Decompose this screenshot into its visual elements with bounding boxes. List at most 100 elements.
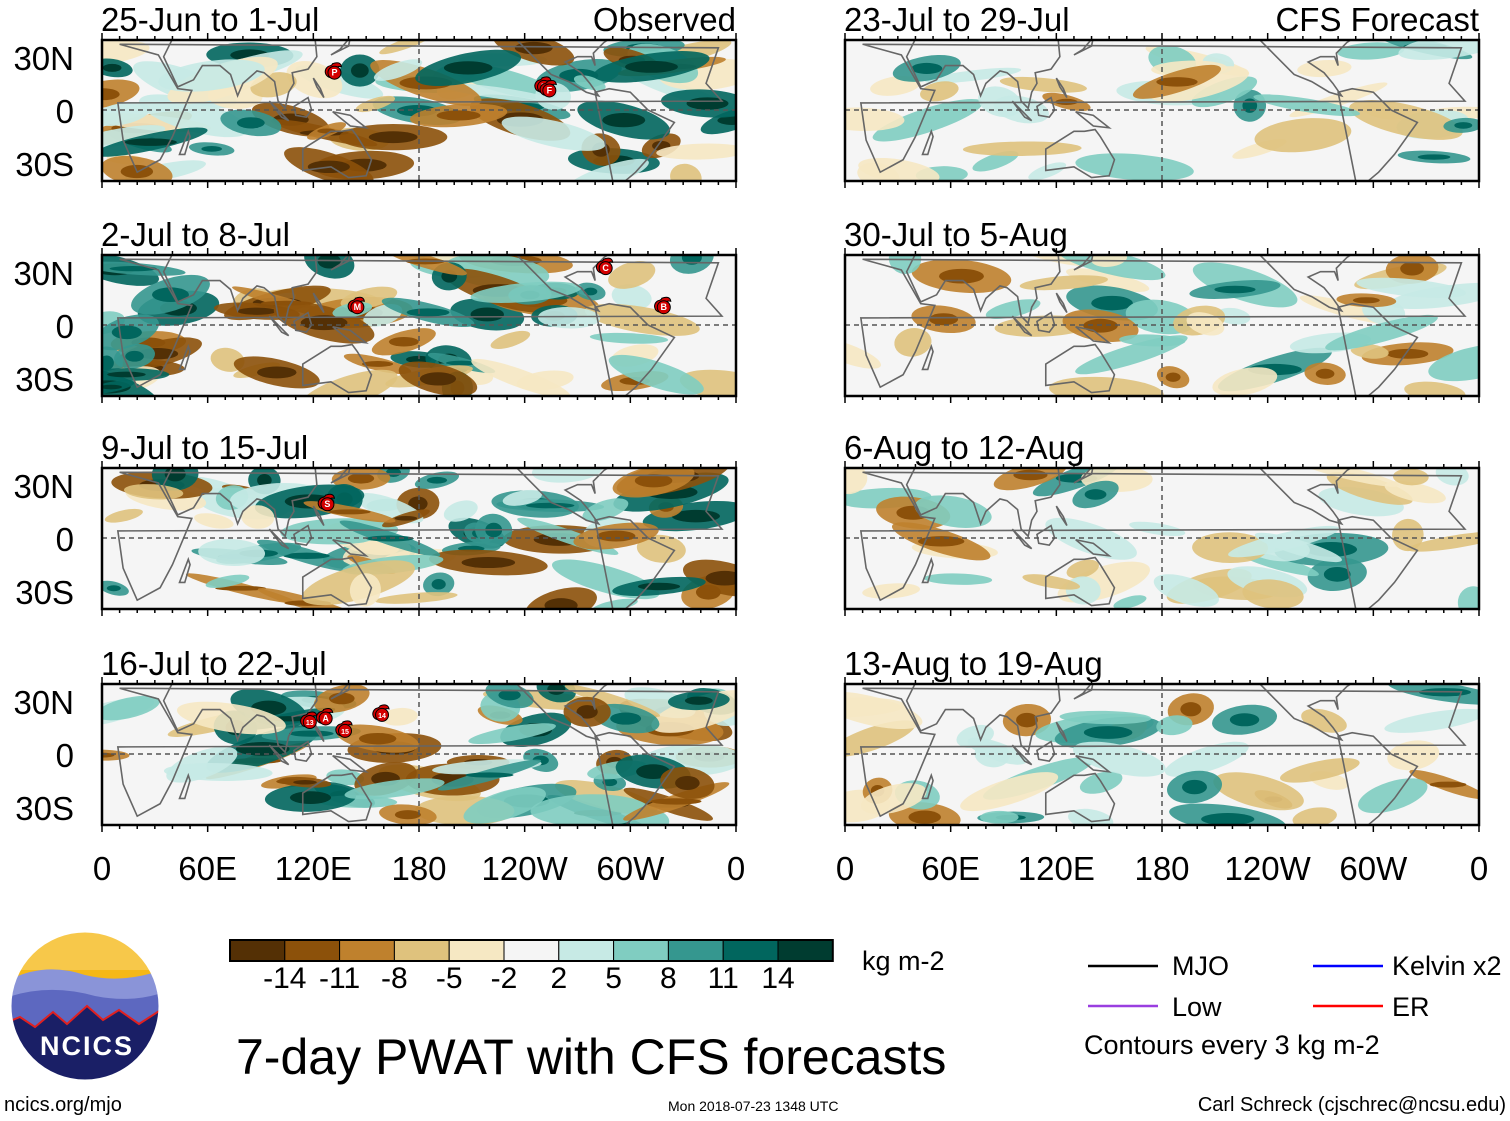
- coastline: [1073, 255, 1094, 271]
- pwat-anomaly-core: [124, 138, 177, 146]
- pwat-anomaly-blob: [198, 539, 266, 566]
- coastline: [1055, 292, 1068, 314]
- coastline: [1073, 40, 1094, 56]
- coastline: [921, 343, 934, 371]
- panel-label: Observed: [592, 1, 736, 38]
- tropical-cyclone-icon: M: [347, 296, 365, 315]
- pwat-anomaly-blob: [349, 573, 381, 607]
- pwat-anomaly-core: [650, 798, 702, 805]
- footer-timestamp: Mon 2018-07-23 1348 UTC: [668, 1098, 839, 1114]
- pwat-anomaly-blob: [888, 255, 922, 274]
- pwat-anomaly-core: [201, 145, 222, 152]
- pwat-anomaly-core: [408, 496, 428, 511]
- coastline: [1337, 87, 1419, 181]
- latitude-label: 0: [55, 93, 74, 130]
- pwat-anomaly-core: [394, 515, 418, 521]
- coastline: [293, 524, 313, 546]
- pwat-anomaly-blob: [516, 370, 574, 391]
- panel-title: 6-Aug to 12-Aug: [844, 429, 1085, 466]
- coastline: [1073, 684, 1094, 700]
- pwat-anomaly-blob: [608, 261, 656, 289]
- pwat-anomaly-blob: [1022, 574, 1081, 590]
- pwat-anomaly-blob: [589, 332, 669, 344]
- pwat-anomaly-core: [328, 509, 371, 515]
- coastline: [162, 40, 318, 110]
- pwat-anomaly-core: [102, 384, 122, 390]
- pwat-anomaly-core: [283, 552, 330, 560]
- pwat-anomaly-core: [610, 712, 642, 725]
- pwat-anomaly-core: [1229, 713, 1260, 727]
- pwat-anomaly-blob: [985, 299, 1041, 319]
- pwat-anomaly-core: [106, 585, 121, 592]
- pwat-anomaly-blob: [463, 787, 546, 824]
- pwat-anomaly-core: [289, 791, 332, 804]
- coastline: [515, 684, 610, 742]
- colorbar-swatch: [558, 939, 615, 962]
- pwat-anomaly-core: [465, 772, 514, 778]
- tropical-cyclone-icon: 14: [372, 704, 390, 722]
- coastline: [859, 687, 1467, 818]
- panel-title: 2-Jul to 8-Jul: [101, 216, 290, 253]
- pwat-anomaly-blob: [920, 81, 959, 102]
- tropical-cyclone-icon: P: [324, 62, 343, 80]
- pwat-anomaly-blob: [656, 143, 736, 160]
- pwat-anomaly-blob: [443, 500, 478, 522]
- coastline: [1337, 302, 1419, 396]
- pwat-anomaly-core: [419, 372, 457, 386]
- pwat-anomaly-core: [525, 502, 575, 509]
- pwat-anomaly-core: [928, 313, 959, 326]
- pwat-anomaly-core: [125, 350, 144, 362]
- pwat-anomaly-core: [1165, 372, 1181, 382]
- pwat-anomaly-blob: [1457, 586, 1479, 609]
- pwat-anomaly-core: [257, 366, 297, 379]
- colorbar-swatch: [393, 939, 450, 962]
- longitude-label: 120W: [481, 850, 568, 887]
- pwat-anomaly-core: [470, 307, 504, 322]
- pwat-anomaly-core: [236, 117, 265, 129]
- coastline: [312, 292, 325, 314]
- pwat-anomaly-blob: [611, 284, 652, 310]
- pwat-anomaly-blob: [1292, 807, 1337, 825]
- pwat-anomaly-core: [1454, 122, 1473, 129]
- pwat-anomaly-core: [445, 360, 478, 366]
- coastline: [921, 556, 934, 584]
- pwat-anomaly-core: [443, 61, 493, 75]
- latitude-label: 30N: [13, 467, 74, 505]
- coastline: [178, 343, 191, 371]
- coastline: [116, 258, 724, 389]
- pwat-anomaly-blob: [468, 723, 556, 745]
- panel-title: 23-Jul to 29-Jul: [844, 1, 1070, 38]
- longitude-label: 60E: [178, 850, 238, 887]
- pwat-anomaly-blob: [374, 592, 458, 604]
- pwat-anomaly-core: [368, 131, 418, 144]
- colorbar-tick-label: -14: [263, 962, 307, 995]
- pwat-anomaly-blob: [355, 95, 396, 113]
- pwat-anomaly-blob: [845, 720, 916, 757]
- colorbar-swatch: [284, 939, 341, 962]
- pwat-anomaly-blob: [979, 810, 1019, 824]
- colorbar-units: kg m-2: [862, 946, 945, 976]
- pwat-anomaly-blob: [379, 40, 435, 55]
- latitude-label: 30N: [13, 683, 74, 721]
- pwat-anomaly-core: [293, 780, 317, 785]
- tropical-cyclone-icon: A: [315, 707, 334, 726]
- longitude-label: 60E: [921, 850, 981, 887]
- pwat-anomaly-blob: [194, 513, 234, 529]
- colorbar-swatch: [229, 939, 286, 962]
- pwat-anomaly-core: [547, 684, 566, 695]
- pwat-anomaly-blob: [104, 508, 143, 523]
- pwat-anomaly-blob: [862, 583, 921, 599]
- pwat-anomaly-blob: [373, 59, 423, 81]
- coastline: [1044, 556, 1116, 607]
- colorbar-swatch: [777, 939, 834, 962]
- legend-contour-note: Contours every 3 kg m-2: [1084, 1030, 1380, 1060]
- coastline: [178, 556, 191, 584]
- pwat-anomaly-blob: [923, 573, 993, 585]
- pwat-anomaly-blob: [1280, 758, 1360, 783]
- colorbar-tick-label: 11: [707, 962, 739, 995]
- coastline: [905, 684, 1061, 754]
- coastline: [312, 505, 325, 527]
- storm-label: P: [331, 68, 337, 78]
- tropical-cyclone-icon: B: [654, 296, 672, 315]
